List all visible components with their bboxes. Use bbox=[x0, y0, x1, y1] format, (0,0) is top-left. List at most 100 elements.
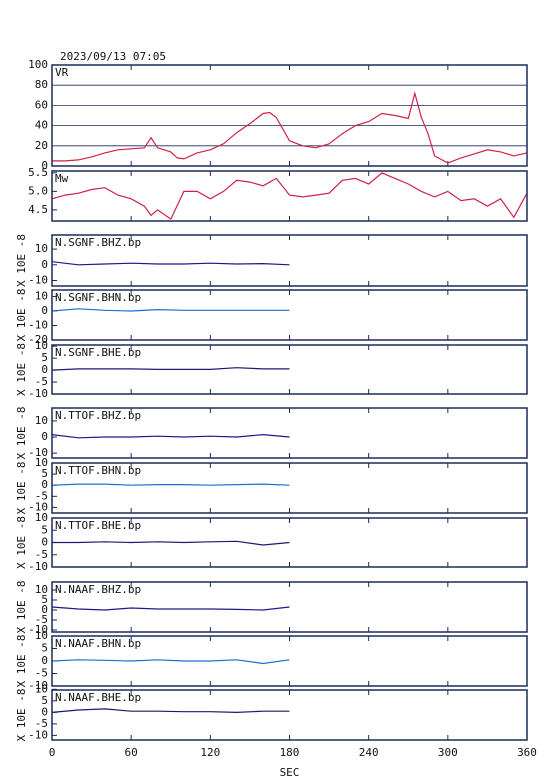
data-line bbox=[51, 367, 290, 371]
y-tick-label: 0 bbox=[41, 363, 48, 376]
data-line bbox=[51, 606, 290, 611]
panel-label: N.TTOF.BHE.bp bbox=[55, 519, 141, 532]
y-tick-label: 0 bbox=[41, 159, 48, 172]
x-tick-label: 360 bbox=[517, 746, 537, 759]
y-tick-label: 5.5 bbox=[28, 166, 48, 179]
y-tick-label: 5 bbox=[41, 694, 48, 707]
data-line bbox=[51, 708, 290, 714]
y-tick-label: 0 bbox=[41, 654, 48, 667]
y-tick-label: 10 bbox=[35, 290, 48, 303]
panel-label: VR bbox=[55, 66, 69, 79]
y-tick-label: -5 bbox=[35, 489, 48, 502]
panel-label: N.NAAF.BHN.bp bbox=[55, 637, 141, 650]
plot-frame bbox=[51, 64, 528, 167]
chart-title: 2023/09/13 07:05 bbox=[60, 50, 166, 63]
panel-label: N.TTOF.BHN.bp bbox=[55, 464, 141, 477]
y-tick-label: 100 bbox=[28, 58, 48, 71]
y-tick-label: -10 bbox=[28, 274, 48, 287]
y-tick-label: 20 bbox=[35, 139, 48, 152]
y-axis-label: X 10E -8 bbox=[15, 407, 28, 460]
y-tick-label: 5 bbox=[41, 593, 48, 606]
x-tick-label: 240 bbox=[359, 746, 379, 759]
data-line bbox=[51, 308, 290, 312]
y-axis-label: X 10E -8 bbox=[15, 581, 28, 634]
y-tick-label: -10 bbox=[28, 446, 48, 459]
plot-frame bbox=[51, 407, 528, 459]
plot-frame bbox=[51, 635, 528, 687]
y-axis-label: X 10E -8 bbox=[15, 635, 28, 688]
data-line bbox=[52, 540, 290, 546]
x-tick-label: 120 bbox=[200, 746, 220, 759]
plot-frame bbox=[51, 462, 528, 514]
x-tick-label: 0 bbox=[49, 746, 56, 759]
data-line bbox=[51, 261, 290, 266]
plot-frame bbox=[51, 289, 528, 341]
plot-frame bbox=[51, 170, 528, 222]
panel-label: N.NAAF.BHE.bp bbox=[55, 691, 141, 704]
data-line bbox=[51, 483, 290, 486]
plot-frame bbox=[51, 234, 528, 287]
y-tick-label: -5 bbox=[35, 717, 48, 730]
y-tick-label: -10 bbox=[28, 623, 48, 636]
y-tick-label: -5 bbox=[35, 548, 48, 561]
data-line bbox=[52, 90, 528, 164]
panel-label: N.SGNF.BHZ.bp bbox=[55, 236, 141, 249]
y-tick-label: -20 bbox=[28, 333, 48, 346]
y-tick-label: 0 bbox=[41, 430, 48, 443]
y-tick-label: -10 bbox=[28, 560, 48, 573]
y-tick-label: -5 bbox=[35, 613, 48, 626]
y-tick-label: 5 bbox=[41, 351, 48, 364]
y-tick-label: 4.5 bbox=[28, 203, 48, 216]
data-line bbox=[51, 172, 528, 220]
panel-label: N.TTOF.BHZ.bp bbox=[55, 409, 141, 422]
panel-label: N.SGNF.BHE.bp bbox=[55, 346, 141, 359]
y-axis-label: X 10E -8 bbox=[15, 234, 28, 287]
y-tick-label: 5 bbox=[41, 467, 48, 480]
y-axis-label: X 10E -8 bbox=[15, 689, 28, 742]
y-tick-label: 10 bbox=[35, 511, 48, 524]
panel-label: Mw bbox=[55, 172, 69, 185]
x-axis-label: SEC bbox=[280, 766, 300, 779]
y-tick-label: -10 bbox=[28, 387, 48, 400]
y-tick-label: 10 bbox=[35, 629, 48, 642]
plot-frame bbox=[51, 581, 528, 633]
y-axis-label: X 10E -8 bbox=[15, 289, 28, 342]
x-tick-label: 60 bbox=[125, 746, 138, 759]
x-tick-label: 300 bbox=[438, 746, 458, 759]
y-tick-label: 40 bbox=[35, 119, 48, 132]
data-line bbox=[51, 433, 290, 439]
y-tick-label: -10 bbox=[28, 679, 48, 692]
y-tick-label: 10 bbox=[35, 339, 48, 352]
y-tick-label: 5 bbox=[41, 523, 48, 536]
y-tick-label: 0 bbox=[41, 304, 48, 317]
y-axis-label: X 10E -8 bbox=[15, 343, 28, 396]
y-tick-label: -10 bbox=[28, 500, 48, 513]
panel-label: N.NAAF.BHZ.bp bbox=[55, 583, 141, 596]
y-tick-label: 10 bbox=[35, 242, 48, 255]
y-tick-label: 60 bbox=[35, 98, 48, 111]
y-tick-label: -5 bbox=[35, 667, 48, 680]
y-tick-label: 10 bbox=[35, 682, 48, 695]
y-tick-label: -5 bbox=[35, 375, 48, 388]
plot-frame bbox=[51, 517, 528, 568]
panel-label: N.SGNF.BHN.bp bbox=[55, 291, 141, 304]
y-tick-label: 10 bbox=[35, 583, 48, 596]
y-tick-label: 0 bbox=[41, 536, 48, 549]
y-tick-label: 0 bbox=[41, 705, 48, 718]
plot-frame bbox=[51, 689, 528, 741]
y-tick-label: 0 bbox=[41, 478, 48, 491]
y-tick-label: -10 bbox=[28, 319, 48, 332]
y-tick-label: 5.0 bbox=[28, 184, 48, 197]
y-tick-label: 10 bbox=[35, 456, 48, 469]
y-tick-label: 80 bbox=[35, 78, 48, 91]
y-axis-label: X 10E -8 bbox=[15, 462, 28, 515]
y-tick-label: 10 bbox=[35, 414, 48, 427]
y-tick-label: -10 bbox=[28, 728, 48, 741]
plot-frame bbox=[51, 344, 528, 395]
y-tick-label: 0 bbox=[41, 603, 48, 616]
y-tick-label: 0 bbox=[41, 258, 48, 271]
y-axis-label: X 10E -8 bbox=[15, 516, 28, 569]
y-tick-label: 5 bbox=[41, 642, 48, 655]
data-line bbox=[51, 659, 290, 665]
